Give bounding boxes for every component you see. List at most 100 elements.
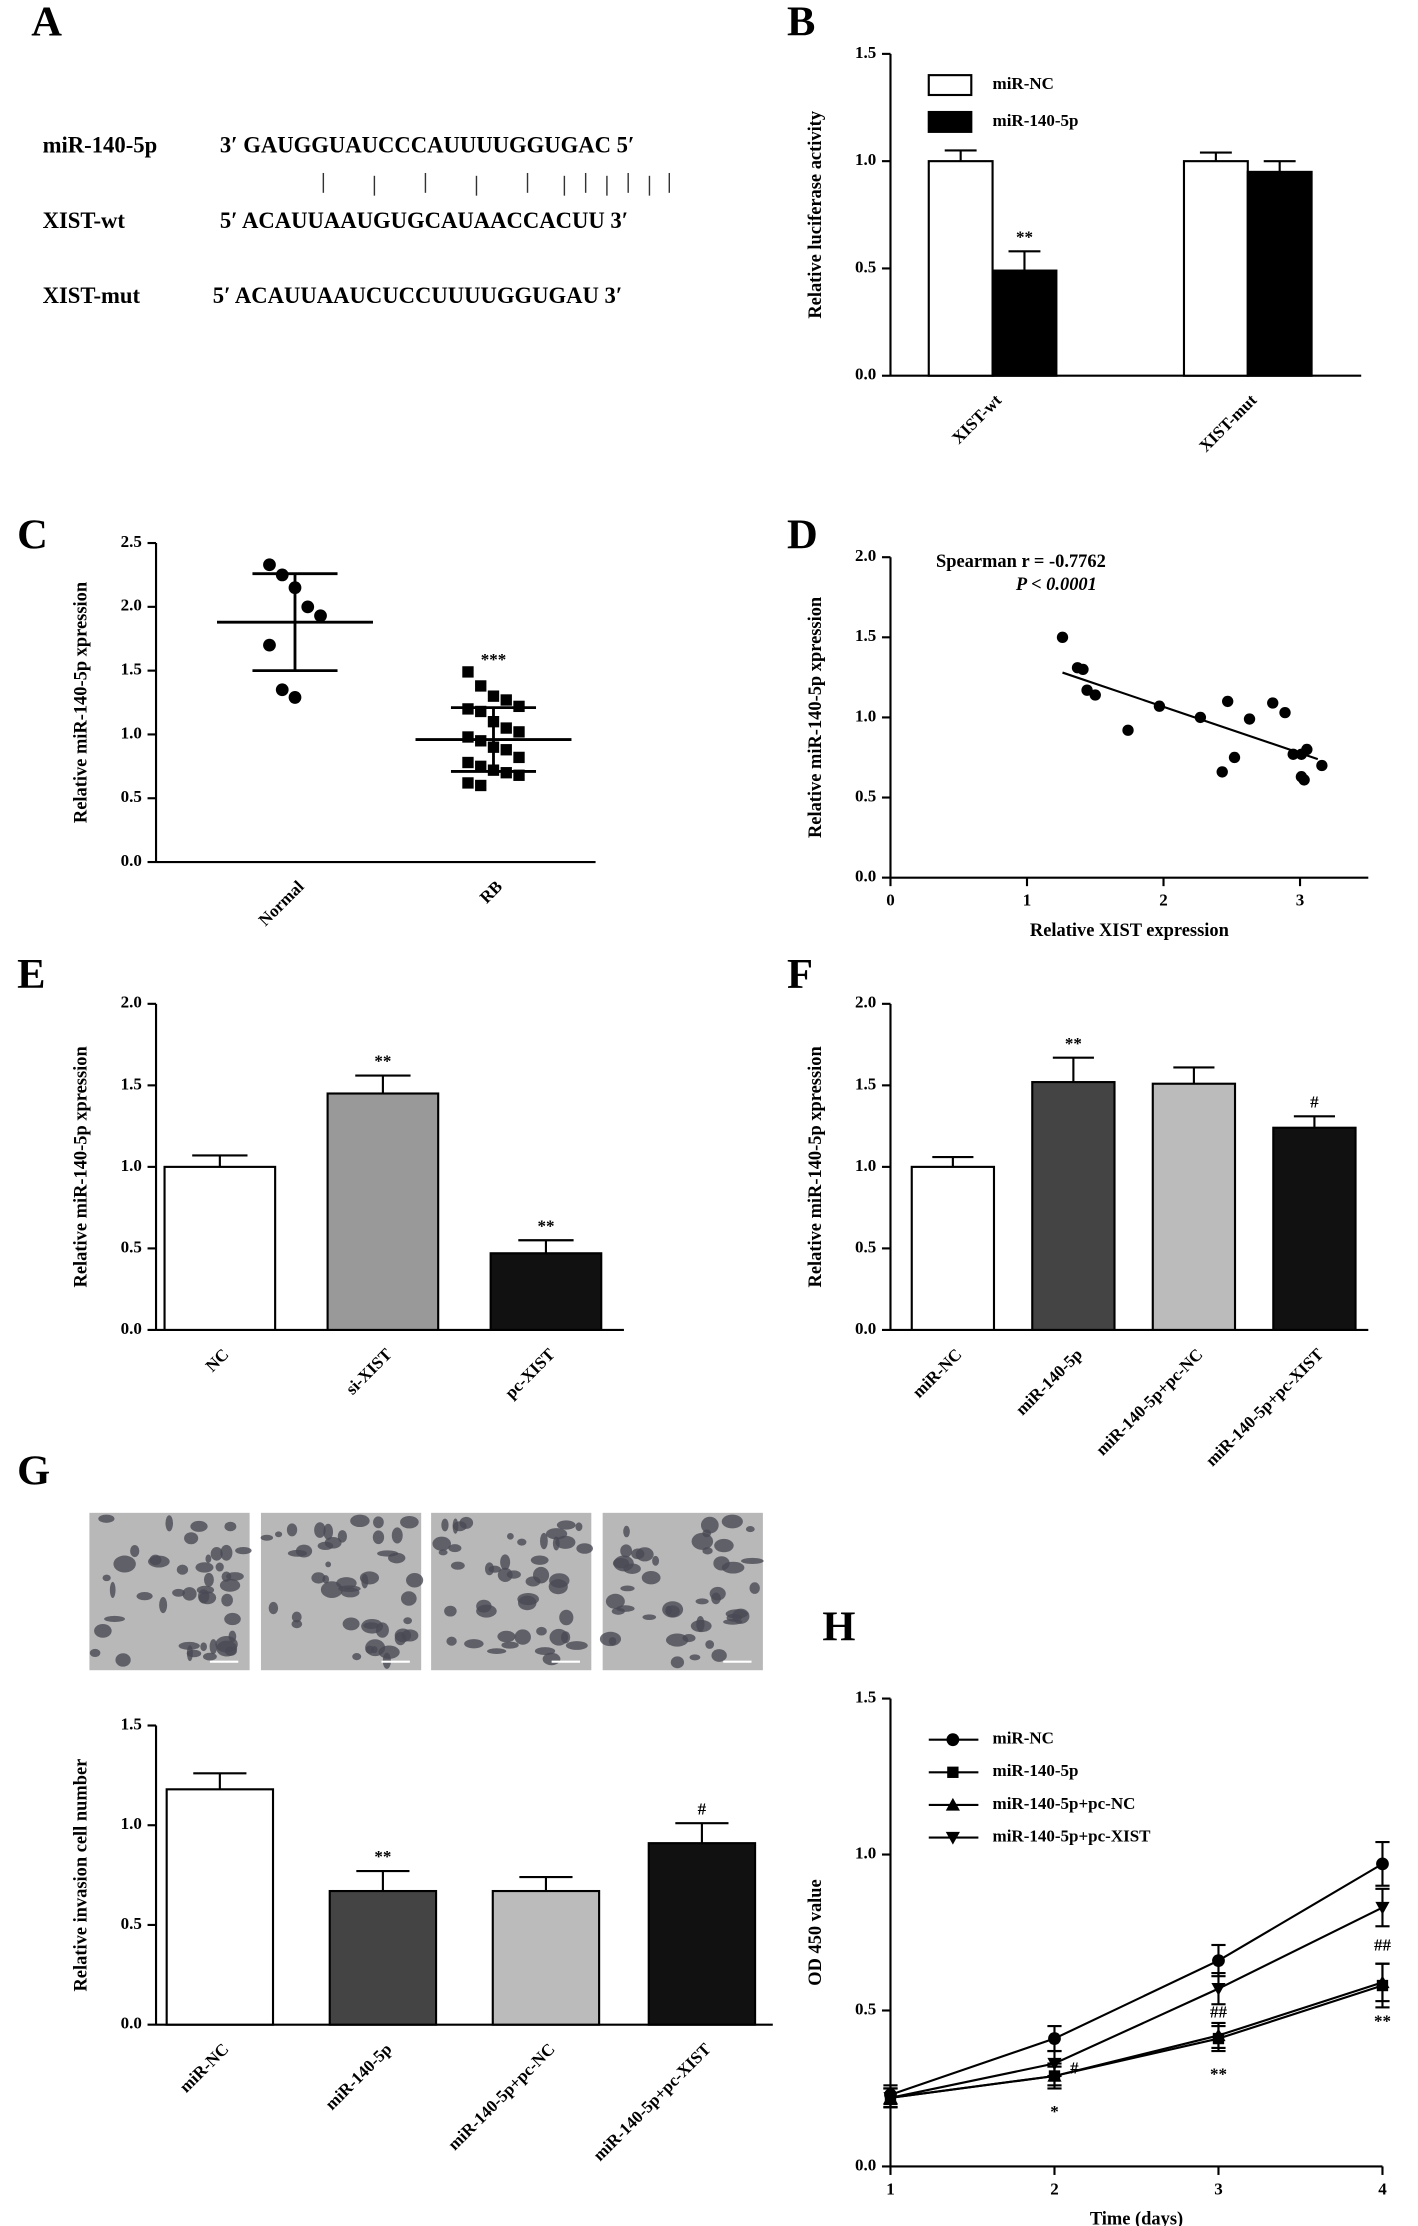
point xyxy=(1216,766,1228,778)
legend-label: miR-140-5p xyxy=(993,111,1079,130)
point xyxy=(1316,759,1328,772)
legend-label: miR-NC xyxy=(993,1729,1054,1748)
micrograph-cell xyxy=(291,1611,302,1623)
marker xyxy=(1212,1954,1225,1967)
marker xyxy=(1047,2057,1062,2071)
marker xyxy=(288,691,302,704)
micrograph-cell xyxy=(205,1554,212,1563)
y-axis-title: Relative miR-140-5p xpression xyxy=(71,582,91,823)
micrograph-cell xyxy=(113,1555,136,1573)
micrograph-cell xyxy=(497,1630,516,1643)
marker xyxy=(947,1766,959,1778)
marker xyxy=(462,777,474,789)
fit-line xyxy=(1062,671,1319,761)
micrograph-cell xyxy=(109,1581,116,1598)
micrograph-cell xyxy=(689,1654,701,1661)
micrograph-cell xyxy=(182,1587,197,1601)
y-axis-title: OD 450 value xyxy=(805,1879,825,1985)
y-tick-label: 2.0 xyxy=(121,596,142,615)
point xyxy=(1228,751,1241,764)
micrograph-cell xyxy=(488,1565,501,1573)
micrograph-cell xyxy=(561,1631,571,1644)
y-tick-label: 0.5 xyxy=(855,1237,876,1256)
x-tick-label: 3 xyxy=(1214,2179,1223,2198)
micrograph-cell xyxy=(336,1577,357,1590)
point xyxy=(1243,713,1256,725)
row-name: miR-140-5p xyxy=(43,133,158,158)
micrograph-cell xyxy=(365,1645,375,1654)
y-tick-label: 0.0 xyxy=(121,2014,142,2033)
micrograph-cell xyxy=(400,1591,417,1606)
micrograph-cell xyxy=(337,1530,347,1543)
micrograph-cell xyxy=(268,1601,279,1615)
micrograph-cell xyxy=(556,1520,576,1530)
micrograph-cell xyxy=(620,1544,633,1558)
micrograph-cell xyxy=(721,1514,743,1529)
bar xyxy=(328,1889,438,2026)
micrograph-cell xyxy=(98,1514,115,1523)
micrograph-cell xyxy=(682,1634,696,1643)
bar xyxy=(1272,1126,1357,1331)
x-tick-label: 2 xyxy=(1050,2179,1059,2198)
x-tick-label: 1 xyxy=(886,2179,895,2198)
micrograph-cell xyxy=(620,1585,635,1592)
y-tick-label: 2.0 xyxy=(855,993,876,1012)
marker xyxy=(462,666,474,678)
micrograph-cell xyxy=(652,1555,660,1566)
panel-label: F xyxy=(787,951,813,998)
micrograph-cell xyxy=(286,1523,298,1537)
y-tick-label: 0.5 xyxy=(121,1914,142,1933)
micrograph-cell xyxy=(291,1619,303,1629)
micrograph-cell xyxy=(448,1544,462,1553)
micrograph-cell xyxy=(501,1641,519,1649)
y-tick-label: 0.5 xyxy=(855,786,876,805)
micrograph-cell xyxy=(525,1576,541,1587)
marker xyxy=(1375,1975,1390,1989)
significance: ** xyxy=(1016,227,1033,246)
y-tick-label: 1.0 xyxy=(855,1843,876,1862)
legend-label: miR-NC xyxy=(993,74,1054,93)
annotation: Spearman r = -0.7762 xyxy=(936,551,1106,571)
point xyxy=(1089,689,1101,701)
legend-label: miR-140-5p+pc-NC xyxy=(993,1794,1136,1813)
y-tick-label: 1.0 xyxy=(855,150,876,169)
marker xyxy=(487,690,500,702)
micrograph-cell xyxy=(202,1652,217,1661)
panel-label: B xyxy=(787,0,815,45)
marker xyxy=(513,769,525,781)
annotation: P < 0.0001 xyxy=(1015,574,1097,594)
y-tick-label: 0.5 xyxy=(121,787,142,806)
bar xyxy=(647,1842,757,2026)
bar xyxy=(489,1252,603,1331)
y-tick-label: 0.5 xyxy=(121,1237,142,1256)
marker xyxy=(945,1797,960,1811)
point xyxy=(1122,724,1134,736)
y-tick-label: 1.0 xyxy=(121,1156,142,1175)
y-tick-label: 1.0 xyxy=(855,706,876,725)
micrograph-cell xyxy=(623,1525,630,1538)
micrograph-cell xyxy=(115,1653,131,1667)
micrograph-cell xyxy=(235,1546,252,1555)
micrograph-cell xyxy=(700,1516,719,1534)
micrograph-cell xyxy=(149,1554,162,1566)
micrograph-cell xyxy=(136,1591,153,1601)
marker xyxy=(301,600,315,614)
micrograph-cell xyxy=(350,1514,370,1528)
micrograph-cell xyxy=(721,1561,745,1574)
micrograph-cell xyxy=(536,1626,547,1636)
marker xyxy=(475,680,487,692)
micrograph-cell xyxy=(741,1557,764,1564)
marker xyxy=(500,694,512,706)
x-tick-label: 0 xyxy=(886,891,895,910)
micrograph-cell xyxy=(695,1598,709,1605)
marker xyxy=(946,1733,960,1747)
micrograph-cell xyxy=(555,1535,576,1549)
micrograph-cell xyxy=(444,1605,457,1617)
micrograph-cell xyxy=(89,1648,101,1657)
marker xyxy=(475,779,487,792)
micrograph-cell xyxy=(325,1561,332,1568)
marker xyxy=(475,705,487,718)
micrograph-cell xyxy=(221,1571,232,1582)
micrograph-cell xyxy=(102,1574,111,1582)
micrograph-cell xyxy=(221,1593,233,1607)
